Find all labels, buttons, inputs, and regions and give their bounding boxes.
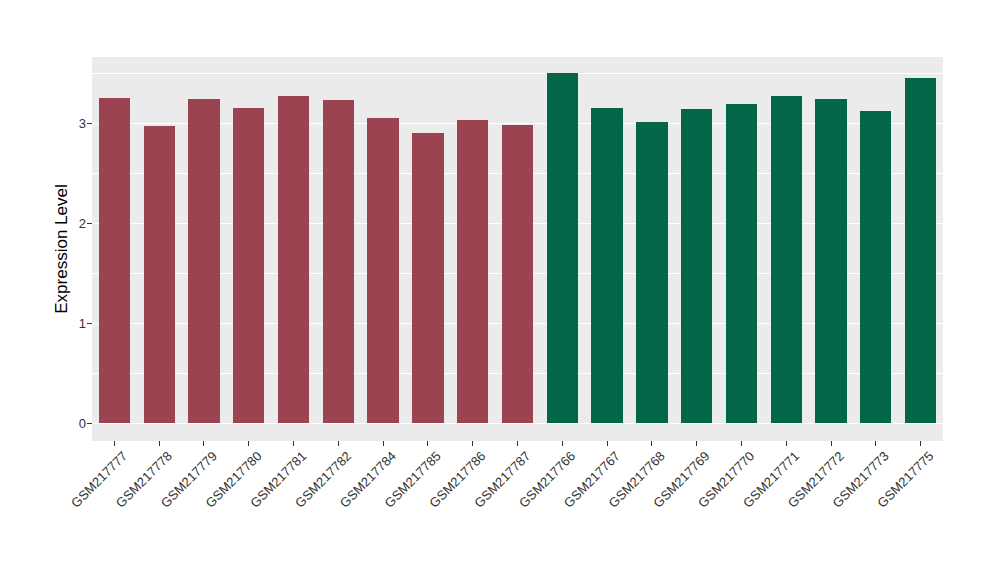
x-tick-mark: [517, 441, 518, 446]
x-tick-mark: [741, 441, 742, 446]
x-tick-mark: [920, 441, 921, 446]
x-tick-mark: [696, 441, 697, 446]
y-tick-label: 2: [40, 217, 86, 230]
bar-GSM217768: [636, 122, 667, 423]
bar-GSM217778: [144, 126, 175, 423]
x-tick-mark: [338, 441, 339, 446]
bar-GSM217772: [815, 99, 846, 423]
bar-GSM217787: [502, 125, 533, 423]
y-tick-label: 1: [40, 317, 86, 330]
x-tick-label-GSM217773: GSM217773: [258, 449, 891, 580]
bar-GSM217785: [412, 133, 443, 423]
x-tick-mark: [248, 441, 249, 446]
bar-GSM217779: [188, 99, 219, 423]
bar-GSM217766: [547, 73, 578, 423]
x-tick-mark: [786, 441, 787, 446]
bar-GSM217781: [278, 96, 309, 423]
x-tick-mark: [562, 441, 563, 446]
x-tick-mark: [293, 441, 294, 446]
bar-GSM217775: [905, 78, 936, 423]
x-tick-mark: [651, 441, 652, 446]
x-tick-mark: [607, 441, 608, 446]
gridline-minor: [92, 73, 943, 74]
figure: Expression Level 0123GSM217777GSM217778G…: [0, 0, 1000, 580]
x-tick-mark: [203, 441, 204, 446]
gridline-major: [92, 423, 943, 424]
x-tick-mark: [114, 441, 115, 446]
x-tick-mark: [427, 441, 428, 446]
x-tick-mark: [875, 441, 876, 446]
x-tick-mark: [472, 441, 473, 446]
bar-GSM217784: [367, 118, 398, 423]
bar-GSM217771: [771, 96, 802, 423]
plot-panel: [92, 57, 943, 441]
x-tick-mark: [831, 441, 832, 446]
bar-GSM217780: [233, 108, 264, 423]
bar-GSM217786: [457, 120, 488, 423]
bar-GSM217770: [726, 104, 757, 423]
y-tick-mark: [87, 123, 92, 124]
x-tick-mark: [159, 441, 160, 446]
y-tick-mark: [87, 323, 92, 324]
y-axis-title: Expression Level: [52, 184, 72, 313]
x-tick-label-GSM217782: GSM217782: [101, 449, 354, 580]
x-tick-mark: [383, 441, 384, 446]
bar-GSM217777: [99, 98, 130, 423]
bar-GSM217767: [591, 108, 622, 423]
y-tick-label: 0: [40, 417, 86, 430]
y-tick-label: 3: [40, 117, 86, 130]
y-tick-mark: [87, 423, 92, 424]
bar-GSM217782: [323, 100, 354, 423]
bar-GSM217769: [681, 109, 712, 423]
y-tick-mark: [87, 223, 92, 224]
bar-GSM217773: [860, 111, 891, 423]
